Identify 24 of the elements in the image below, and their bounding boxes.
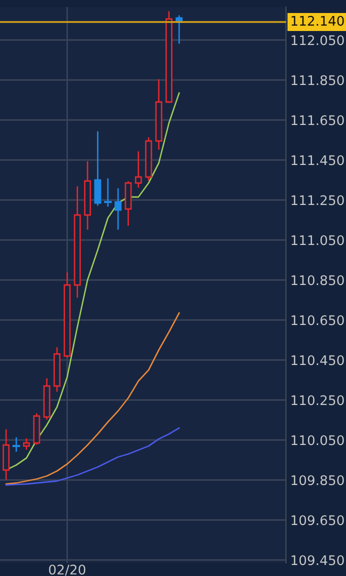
y-tick-label: 110.650 — [292, 315, 344, 326]
candlestick — [12, 437, 20, 452]
y-tick-label: 110.050 — [292, 435, 344, 446]
y-tick-label: 112.050 — [292, 35, 344, 46]
candlestick — [104, 178, 112, 207]
y-tick-label: 111.650 — [292, 115, 344, 126]
y-tick-label: 110.450 — [292, 355, 344, 366]
y-tick-label: 109.450 — [292, 555, 344, 566]
line-series — [5, 427, 180, 486]
candlestick — [114, 188, 122, 230]
y-tick-label: 111.050 — [292, 235, 344, 246]
y-tick-label: 109.650 — [292, 515, 344, 526]
y-tick-label: 111.450 — [292, 155, 344, 166]
y-tick-label: 110.850 — [292, 275, 344, 286]
x-tick-label: 02/20 — [49, 564, 86, 576]
candlestick — [94, 131, 102, 206]
candlestick — [134, 151, 142, 188]
line-series — [5, 312, 180, 485]
y-tick-label: 111.250 — [292, 195, 344, 206]
ref-line-label: 112.140 — [292, 16, 344, 26]
candlestick — [22, 438, 30, 450]
y-tick-label: 110.250 — [292, 395, 344, 406]
y-tick-label: 111.850 — [292, 75, 344, 86]
y-tick-label: 109.850 — [292, 475, 344, 486]
